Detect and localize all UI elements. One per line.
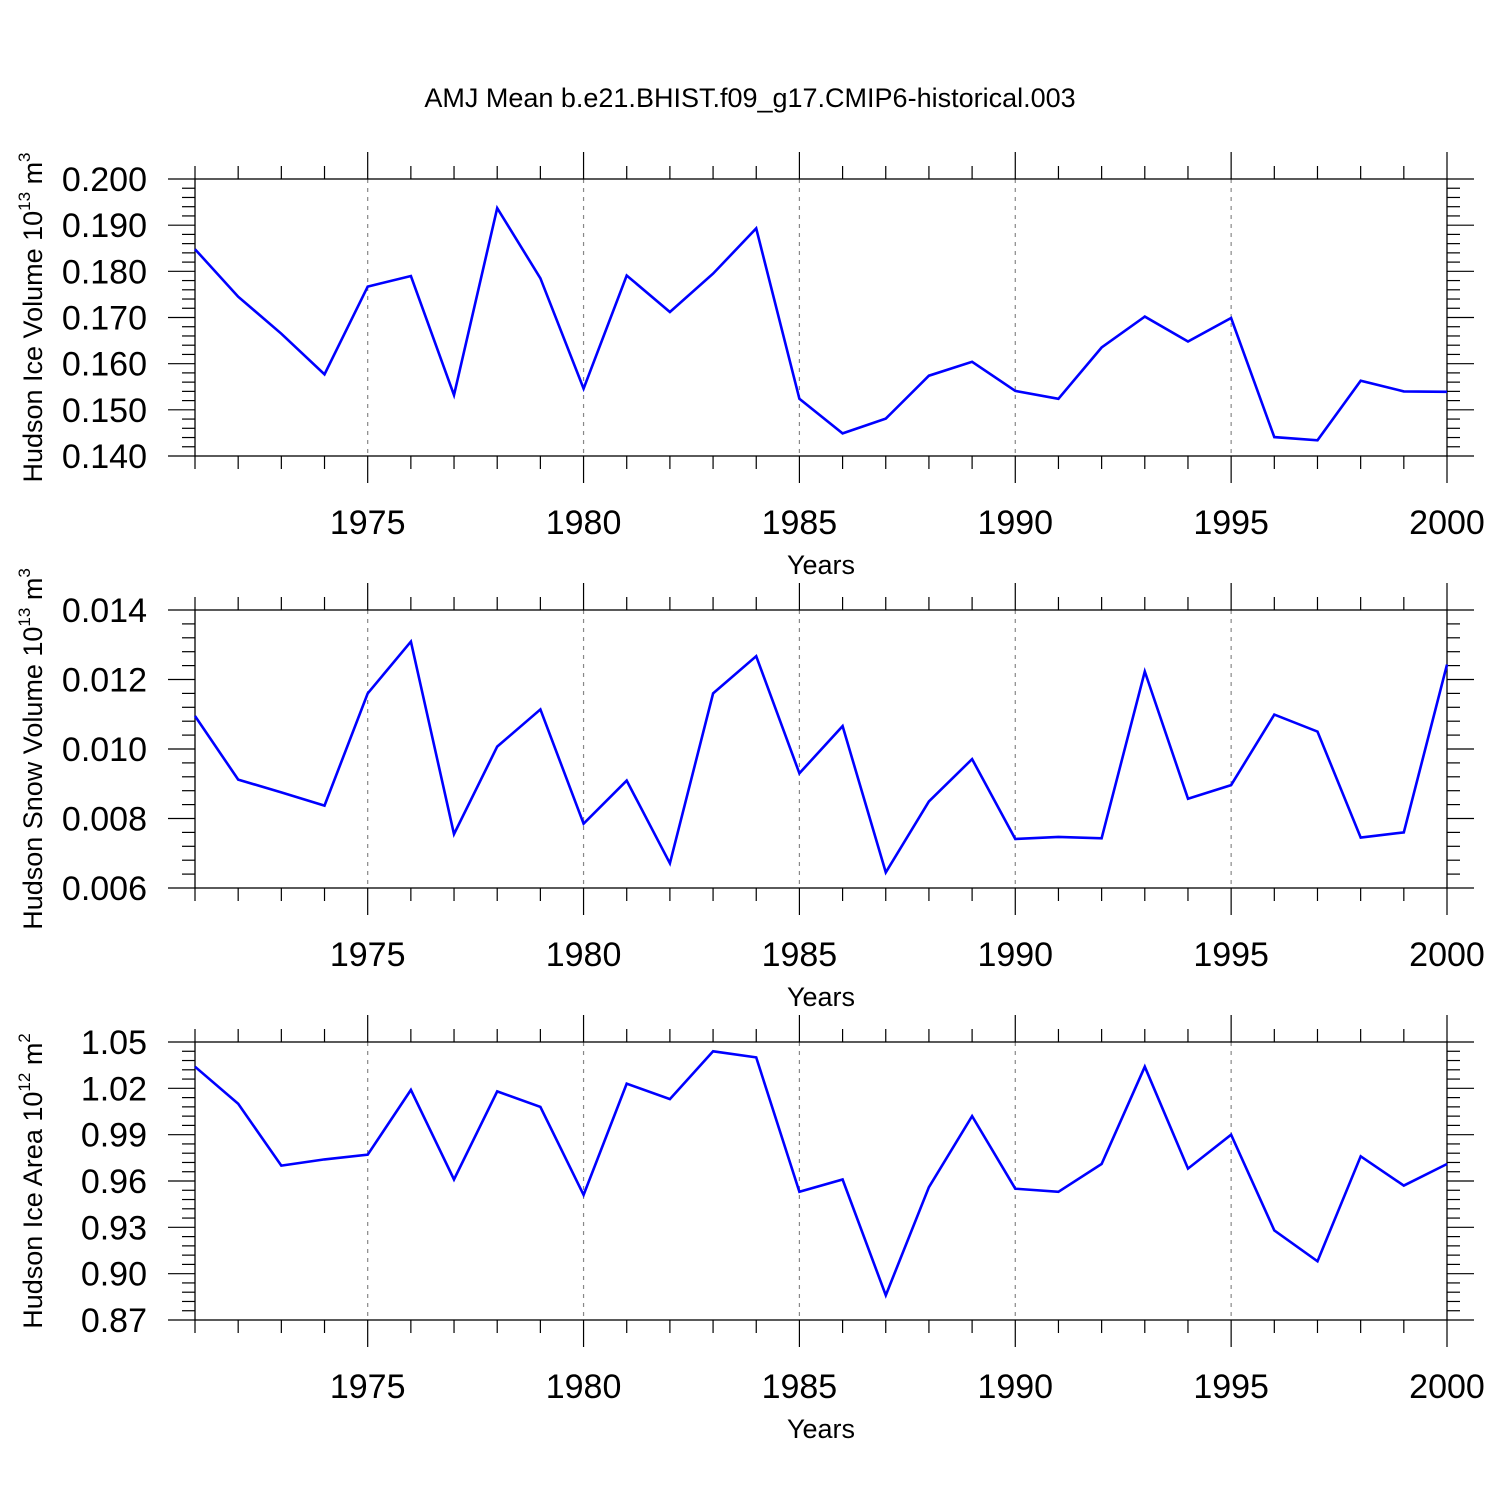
x-tick-label: 1980: [546, 1368, 622, 1406]
x-tick-label: 2000: [1409, 1368, 1485, 1406]
y-tick-label: 0.160: [62, 346, 147, 384]
y-tick-label: 0.014: [62, 592, 147, 630]
y-tick-label: 0.180: [62, 253, 147, 291]
plots: 1975 1980 1985 1990 1995 2000 Years 0.140 0.150 0…: [15, 152, 1485, 1444]
x-tick-label: 1990: [977, 936, 1053, 974]
panel-3: 1975 1980 1985 1990 1995 2000 Years 0.87 0.90 0.9…: [15, 1015, 1485, 1444]
x-axis-label: Years: [787, 1414, 855, 1444]
x-tick-label: 1985: [762, 936, 838, 974]
y-axis-label: Hudson Snow Volume 1013 m3: [15, 568, 48, 930]
x-tick-label: 1995: [1193, 936, 1269, 974]
y-tick-label: 0.99: [81, 1117, 147, 1155]
x-tick-label: 1980: [546, 936, 622, 974]
x-tick-label: 1975: [330, 1368, 406, 1406]
y-tick-label: 0.140: [62, 438, 147, 476]
panel-1: 1975 1980 1985 1990 1995 2000 Years 0.140 0.150 0…: [15, 152, 1485, 580]
figure-title: AMJ Mean b.e21.BHIST.f09_g17.CMIP6-histo…: [424, 83, 1075, 113]
x-axis-label: Years: [787, 982, 855, 1012]
y-tick-label: 0.87: [81, 1302, 147, 1340]
plot-frame: [194, 1041, 1448, 1321]
series-line: [194, 1049, 1448, 1299]
x-tick-label: 1995: [1193, 504, 1269, 542]
x-tick-label: 1995: [1193, 1368, 1269, 1406]
y-tick-label: 0.008: [62, 801, 147, 839]
x-axis-label: Years: [787, 550, 855, 580]
series-line: [194, 204, 1448, 442]
x-tick-label: 1990: [977, 504, 1053, 542]
y-tick-label: 0.190: [62, 207, 147, 245]
y-tick-label: 0.93: [81, 1209, 147, 1247]
y-tick-label: 0.012: [62, 662, 147, 700]
y-tick-label: 1.02: [81, 1070, 147, 1108]
x-tick-label: 2000: [1409, 936, 1485, 974]
x-tick-label: 1990: [977, 1368, 1053, 1406]
y-tick-label: 0.010: [62, 731, 147, 769]
x-tick-label: 2000: [1409, 504, 1485, 542]
x-tick-label: 1985: [762, 1368, 838, 1406]
y-tick-label: 0.96: [81, 1163, 147, 1201]
y-tick-label: 0.006: [62, 870, 147, 908]
x-tick-label: 1985: [762, 504, 838, 542]
panel-2: 1975 1980 1985 1990 1995 2000 Years 0.006 0.008 0…: [15, 568, 1485, 1012]
y-tick-label: 0.90: [81, 1256, 147, 1294]
y-tick-label: 0.200: [62, 161, 147, 199]
x-tick-label: 1980: [546, 504, 622, 542]
y-tick-label: 0.150: [62, 392, 147, 430]
x-tick-label: 1975: [330, 936, 406, 974]
y-axis-label: Hudson Ice Volume 1013 m3: [15, 152, 48, 482]
y-axis-label: Hudson Ice Area 1012 m2: [15, 1033, 48, 1329]
x-tick-label: 1975: [330, 504, 406, 542]
y-tick-label: 1.05: [81, 1024, 147, 1062]
series-line: [193, 638, 1449, 876]
y-tick-label: 0.170: [62, 300, 147, 338]
